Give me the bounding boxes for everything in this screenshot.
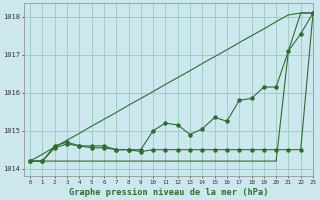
X-axis label: Graphe pression niveau de la mer (hPa): Graphe pression niveau de la mer (hPa): [69, 188, 268, 197]
